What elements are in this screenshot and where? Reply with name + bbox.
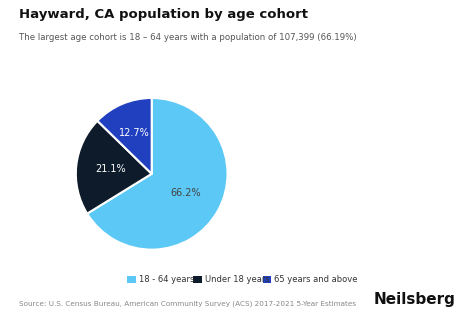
Text: The largest age cohort is 18 – 64 years with a population of 107,399 (66.19%): The largest age cohort is 18 – 64 years …	[19, 33, 356, 42]
Wedge shape	[97, 98, 152, 174]
Text: 18 - 64 years: 18 - 64 years	[138, 275, 194, 284]
Text: Hayward, CA population by age cohort: Hayward, CA population by age cohort	[19, 8, 308, 21]
Text: 21.1%: 21.1%	[95, 164, 126, 174]
Wedge shape	[76, 121, 152, 214]
Text: Source: U.S. Census Bureau, American Community Survey (ACS) 2017-2021 5-Year Est: Source: U.S. Census Bureau, American Com…	[19, 301, 356, 307]
Wedge shape	[87, 98, 228, 250]
Text: 12.7%: 12.7%	[119, 128, 150, 138]
Text: Neilsberg: Neilsberg	[373, 292, 455, 307]
Text: 65 years and above: 65 years and above	[274, 275, 358, 284]
Text: 66.2%: 66.2%	[171, 188, 201, 198]
Text: Under 18 years: Under 18 years	[205, 275, 269, 284]
